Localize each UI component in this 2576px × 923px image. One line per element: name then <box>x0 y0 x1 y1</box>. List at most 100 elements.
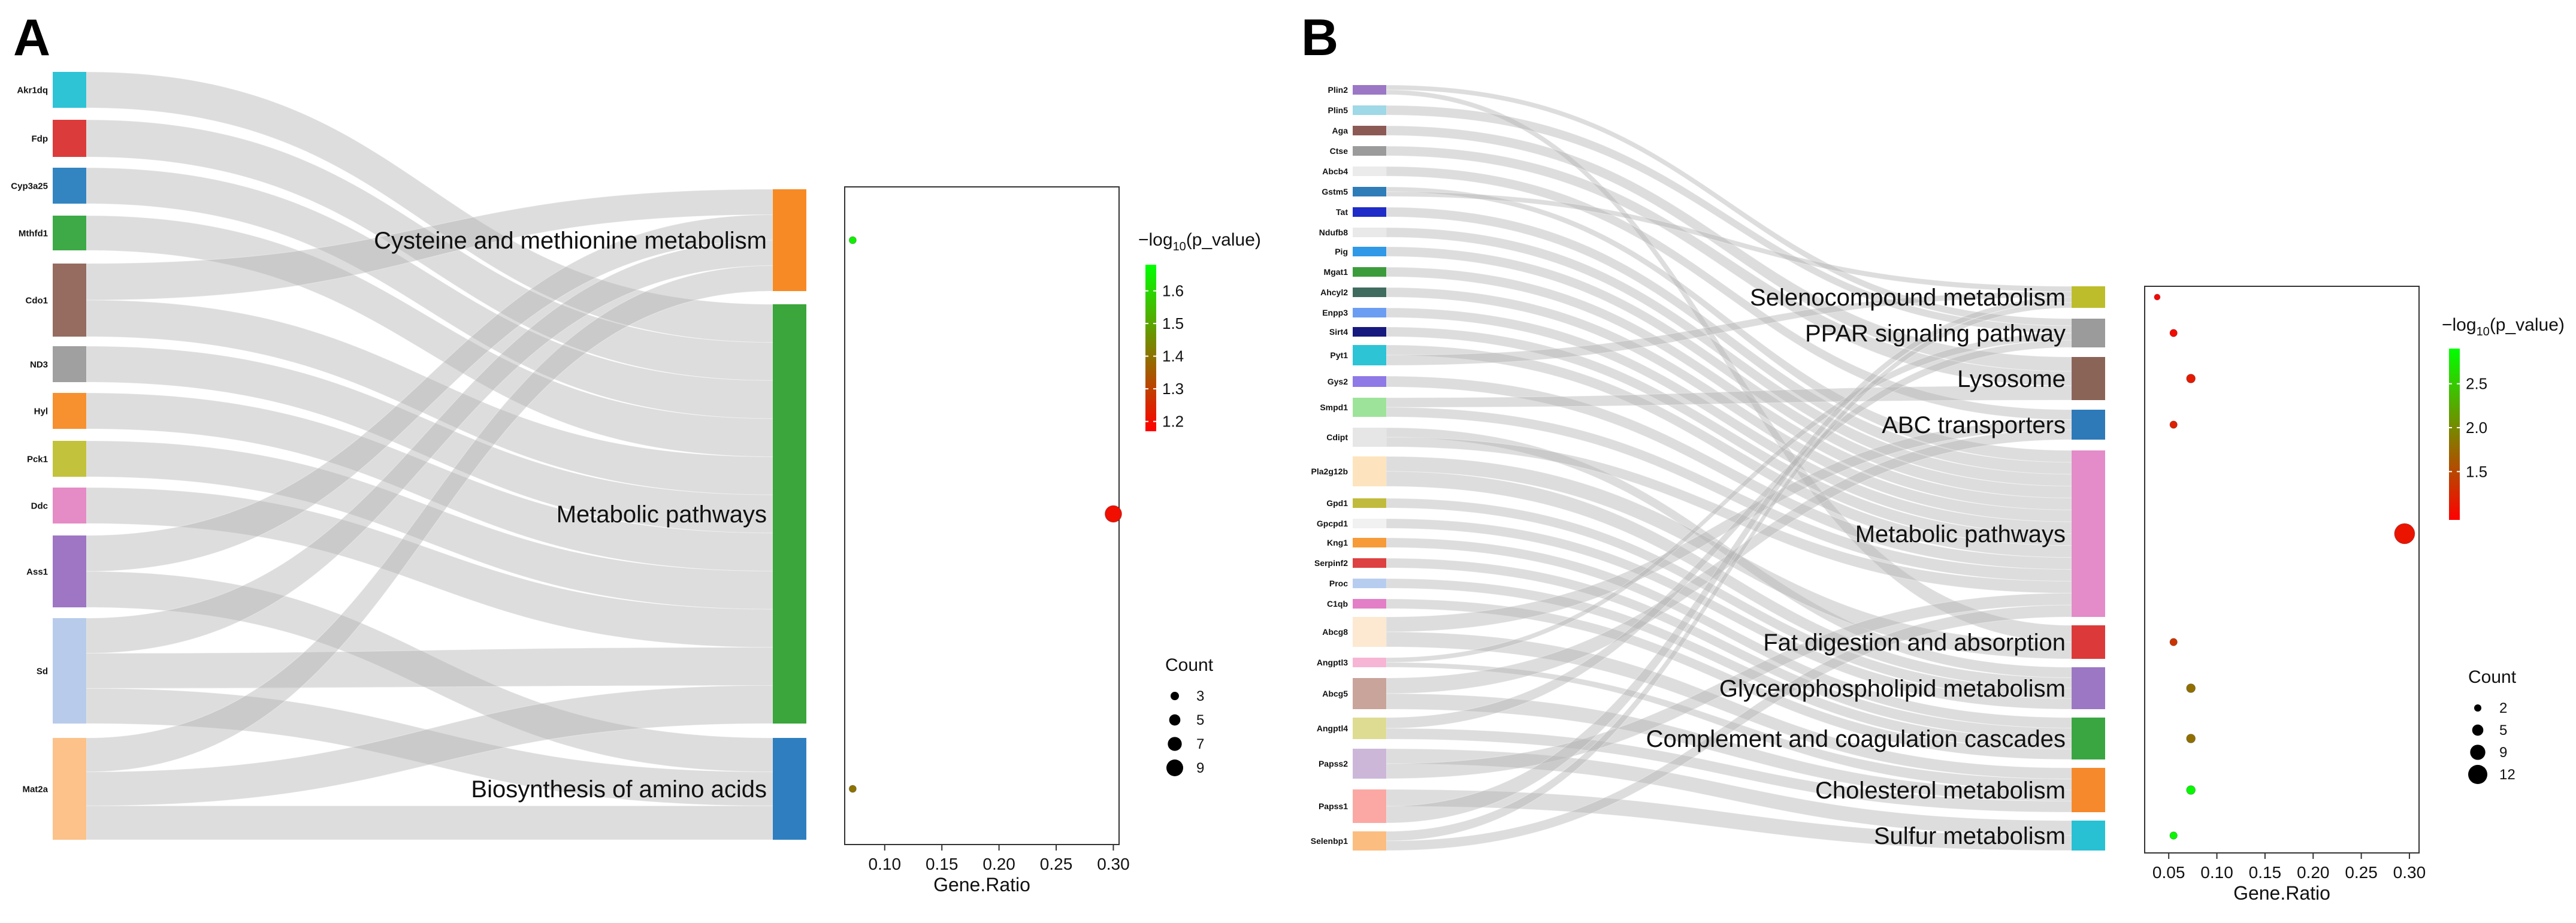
panelB-flows <box>1386 84 2072 851</box>
gene-node-pck1 <box>53 441 86 477</box>
size-legend-dot <box>1168 737 1182 751</box>
gene-node-plin5 <box>1353 105 1386 115</box>
gene-node-smpd1 <box>1353 398 1386 417</box>
gene-label-cyp3a25: Cyp3a25 <box>11 181 48 191</box>
x-tick-label: 0.10 <box>869 855 902 873</box>
x-axis-label: Gene.Ratio <box>933 874 1030 895</box>
gene-node-gpd1 <box>1353 498 1386 508</box>
dot-selenocompound-metabolism <box>2154 293 2161 301</box>
gene-label-mat2a: Mat2a <box>22 784 48 794</box>
gene-label-enpp3: Enpp3 <box>1322 308 1348 317</box>
dotplot-frame <box>2144 286 2420 854</box>
dot-ppar-signaling-pathway <box>2169 329 2178 337</box>
gene-node-ctse <box>1353 146 1386 156</box>
gene-label-mgat1: Mgat1 <box>1324 267 1349 277</box>
size-legend-label: 2 <box>2499 700 2507 716</box>
gene-label-plin2: Plin2 <box>1328 85 1349 95</box>
gene-label-angptl4: Angptl4 <box>1317 724 1348 733</box>
color-legend-title-prefix: −log <box>2442 315 2477 335</box>
x-tick-label: 0.05 <box>2152 863 2185 882</box>
size-legend-label: 3 <box>1196 688 1204 704</box>
pathway-label-glycerophospholipid-metabolism: Glycerophospholipid metabolism <box>1719 676 2066 702</box>
gene-label-aga: Aga <box>1332 126 1349 135</box>
size-legend-label: 9 <box>1196 760 1204 776</box>
color-legend-bar <box>1145 265 1156 431</box>
gene-node-akr1dq <box>53 72 86 108</box>
gene-label-plin5: Plin5 <box>1328 105 1349 115</box>
gene-node-cdipt <box>1353 428 1386 447</box>
dot-cysteine-and-methionine-metabolism <box>848 236 857 244</box>
dot-biosynthesis-of-amino-acids <box>848 785 857 793</box>
size-legend-title: Count <box>1165 655 1214 675</box>
pathway-label-metabolic-pathways: Metabolic pathways <box>1855 521 2066 547</box>
pathway-label-lysosome: Lysosome <box>1957 366 2066 392</box>
pathway-label-biosynthesis-of-amino-acids: Biosynthesis of amino acids <box>471 776 767 803</box>
pathway-node-lysosome <box>2072 357 2105 400</box>
flow-mat2a-to-cysteine-and-methionine-metabolism <box>86 265 773 773</box>
dot-cholesterol-metabolism <box>2186 785 2196 795</box>
gene-label-abcb4: Abcb4 <box>1322 167 1348 176</box>
gene-label-sirt4: Sirt4 <box>1329 327 1348 337</box>
flow-kng1-to-complement-and-coagulation-cascades <box>1386 537 2072 729</box>
color-legend-title: −log10(p_value) <box>1138 230 1261 253</box>
x-tick-label: 0.15 <box>2249 863 2282 882</box>
gene-label-abcg5: Abcg5 <box>1322 689 1348 698</box>
gene-label-pig: Pig <box>1335 247 1348 256</box>
dot-metabolic-pathways <box>2394 523 2415 544</box>
gene-label-abcg8: Abcg8 <box>1322 627 1348 637</box>
size-legend-label: 9 <box>2499 745 2507 761</box>
gene-label-kng1: Kng1 <box>1327 538 1348 547</box>
gene-node-c1qb <box>1353 599 1386 609</box>
gene-label-ahcyl2: Ahcyl2 <box>1320 288 1348 297</box>
gene-node-cdo1 <box>53 264 86 337</box>
pathway-node-abc-transporters <box>2072 410 2105 440</box>
panel-letter-b: B <box>1301 9 1338 66</box>
gene-node-papss2 <box>1353 749 1386 779</box>
size-legend-label: 12 <box>2499 767 2515 783</box>
gene-node-mgat1 <box>1353 267 1386 277</box>
x-tick-label: 0.20 <box>982 855 1015 873</box>
dot-fat-digestion-and-absorption <box>2169 638 2178 646</box>
gene-label-pck1: Pck1 <box>27 454 48 464</box>
gene-node-kng1 <box>1353 538 1386 547</box>
gene-node-tat <box>1353 207 1386 217</box>
color-legend-tick-label: 2.5 <box>2466 375 2487 393</box>
gene-label-hyl: Hyl <box>34 406 48 416</box>
pathway-label-metabolic-pathways: Metabolic pathways <box>557 501 767 528</box>
pathway-label-selenocompound-metabolism: Selenocompound metabolism <box>1750 285 2066 311</box>
size-legend-title: Count <box>2468 667 2517 687</box>
gene-label-ctse: Ctse <box>1330 146 1349 156</box>
gene-node-aga <box>1353 126 1386 135</box>
gene-label-sd: Sd <box>37 666 48 676</box>
pathway-node-biosynthesis-of-amino-acids <box>773 738 806 840</box>
gene-label-papss2: Papss2 <box>1319 759 1348 768</box>
gene-node-gstm5 <box>1353 187 1386 196</box>
pathway-label-complement-and-coagulation-cascades: Complement and coagulation cascades <box>1646 726 2066 752</box>
gene-label-gstm5: Gstm5 <box>1322 187 1348 196</box>
gene-node-gpcpd1 <box>1353 519 1386 528</box>
gene-node-sirt4 <box>1353 327 1386 337</box>
gene-label-papss1: Papss1 <box>1319 801 1348 811</box>
gene-node-ass1 <box>53 535 86 607</box>
gene-label-ass1: Ass1 <box>26 567 48 577</box>
gene-node-selenbp1 <box>1353 831 1386 851</box>
gene-label-ndufb8: Ndufb8 <box>1319 228 1348 237</box>
pathway-node-fat-digestion-and-absorption <box>2072 625 2105 659</box>
pathway-node-ppar-signaling-pathway <box>2072 319 2105 347</box>
size-legend-label: 5 <box>2499 722 2507 739</box>
gene-node-ndufb8 <box>1353 228 1386 237</box>
size-legend-dot <box>2472 724 2484 736</box>
dot-glycerophospholipid-metabolism <box>2186 683 2196 693</box>
gene-label-serpinf2: Serpinf2 <box>1314 558 1348 568</box>
panel-letter-a: A <box>13 9 50 66</box>
x-tick-label: 0.20 <box>2297 863 2330 882</box>
gene-node-gys2 <box>1353 376 1386 387</box>
panelA-flows <box>86 71 773 840</box>
color-legend-title-suffix: (p_value) <box>2490 315 2565 335</box>
pathway-node-metabolic-pathways <box>773 304 806 724</box>
color-legend-title-sub: 10 <box>2477 325 2490 338</box>
gene-label-cdipt: Cdipt <box>1326 432 1348 442</box>
gene-node-pyt1 <box>1353 345 1386 365</box>
color-legend-tick-label: 1.3 <box>1162 380 1184 398</box>
